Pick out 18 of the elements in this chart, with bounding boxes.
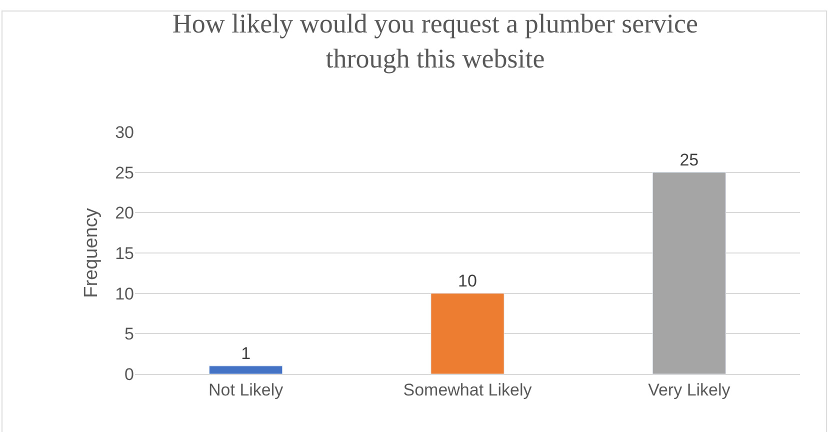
bar — [430, 293, 504, 374]
x-tick-label: Not Likely — [208, 380, 284, 400]
data-label: 25 — [680, 150, 699, 170]
y-axis-title: Frequency — [80, 208, 102, 298]
y-tick-label: 25 — [115, 163, 134, 182]
bar — [652, 172, 726, 374]
y-tick-label: 15 — [115, 244, 134, 263]
y-tick-label: 20 — [115, 204, 134, 223]
y-tick-label: 30 — [115, 122, 134, 142]
bar — [209, 366, 283, 374]
y-tick-label: 5 — [124, 324, 134, 344]
data-label: 1 — [241, 344, 251, 363]
data-label: 10 — [458, 271, 477, 290]
y-tick-label: 0 — [124, 364, 134, 384]
chart-title: How likely would you request a plumber service through this website — [172, 8, 698, 74]
x-tick-label: Somewhat Likely — [403, 380, 532, 400]
x-tick-label: Very Likely — [648, 380, 731, 400]
y-tick-label: 10 — [115, 284, 134, 304]
